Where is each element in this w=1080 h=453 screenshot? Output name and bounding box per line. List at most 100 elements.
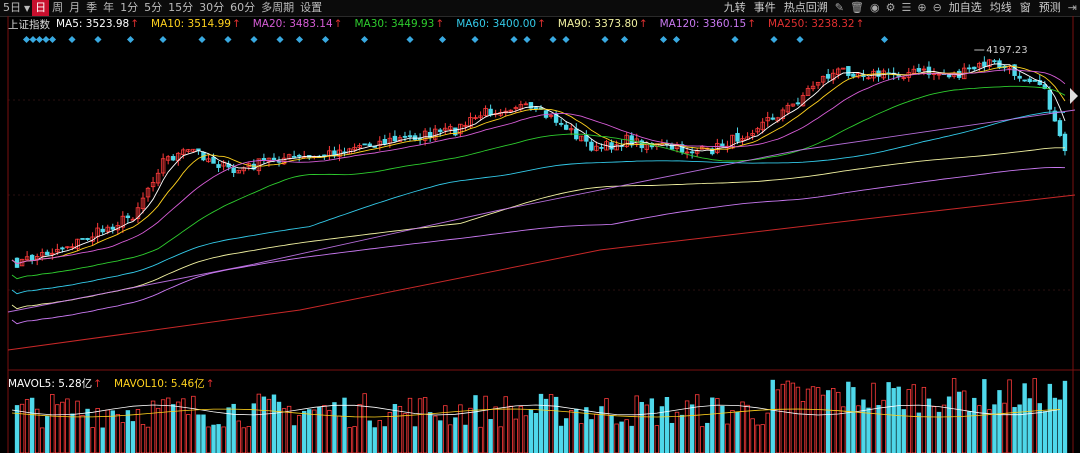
period-tab-4[interactable]: 季 [86, 1, 98, 14]
period-tab-3[interactable]: 月 [69, 1, 81, 14]
eye-icon[interactable]: ◉ [869, 1, 880, 14]
candle-body [669, 143, 675, 150]
volume-bar [70, 413, 75, 453]
expand-icon[interactable]: ⇥ [1067, 1, 1077, 14]
volume-bar [861, 399, 866, 453]
signal-marker [35, 35, 44, 44]
volume-bar [367, 420, 372, 453]
signal-marker [510, 35, 518, 44]
volume-bar [1062, 380, 1068, 453]
candle-body [820, 75, 826, 83]
period-tab-9[interactable]: 30分 [199, 1, 225, 14]
volume-bar [130, 421, 136, 453]
volume-bar [609, 415, 614, 453]
toolbar-tab-3[interactable]: 加自选 [948, 1, 982, 14]
up-arrow-icon: ↑ [638, 18, 648, 30]
volume-bar [624, 419, 629, 453]
candle-body [186, 149, 191, 152]
volume-bar [226, 407, 231, 453]
candle-body [145, 187, 151, 198]
candle-body [407, 135, 413, 138]
volume-bar [1012, 407, 1017, 453]
volume-bar [448, 424, 453, 453]
toolbar-tab-4[interactable]: 均线 [989, 1, 1012, 14]
volume-bar [337, 415, 342, 453]
period-tab-1[interactable]: 日 [32, 0, 50, 16]
ma10-line [11, 65, 1066, 265]
period-tab-11[interactable]: 多周期 [261, 1, 295, 14]
signal-marker [471, 35, 479, 44]
toolbar-tab-5[interactable]: 窗 [1019, 1, 1031, 14]
chevron-down-icon[interactable]: ▼ [24, 3, 31, 13]
candle-body [609, 142, 614, 150]
ma-legend-item-7: MA250: 3238.32↑ [768, 18, 865, 30]
volume-bar [110, 410, 115, 453]
ma-legend-items: MA5: 3523.98↑ MA10: 3514.99↑ MA20: 3483.14… [56, 18, 876, 30]
volume-bar [397, 406, 403, 453]
volume-bar [720, 405, 725, 453]
period-tab-12[interactable]: 设置 [300, 1, 323, 14]
symbol-name: 上证指数 [8, 18, 50, 31]
period-tab-8[interactable]: 15分 [168, 1, 194, 14]
period-tab-7[interactable]: 5分 [144, 1, 163, 14]
volume-bar [886, 382, 891, 453]
toolbar-tab-1[interactable]: 事件 [753, 1, 776, 14]
menu-icon[interactable]: ☰ [901, 1, 912, 14]
right-toolbar: 九转 事件 热点回溯 ✎ 🗑 ◉ ⚙ ☰ ⊕ ⊖ 加自选 均线窗预测 ⇥ [720, 0, 1080, 16]
candle-body [911, 68, 917, 74]
volume-bar [140, 424, 146, 453]
candle-body [29, 254, 35, 261]
toolbar-tab-2[interactable]: 热点回溯 [783, 1, 828, 14]
volume-bar [291, 425, 297, 453]
candle-body [750, 133, 755, 136]
candle-body [851, 73, 856, 77]
volume-bar [574, 408, 579, 453]
ma120-line [11, 167, 1066, 325]
volume-bar [1042, 411, 1048, 453]
candle-body [478, 115, 483, 119]
volume-bar [533, 412, 539, 453]
volume-bar [19, 403, 25, 453]
volume-bar [458, 404, 463, 453]
trash-icon[interactable]: 🗑 [850, 1, 864, 14]
candle-body [684, 151, 690, 154]
up-arrow-icon: ↑ [435, 18, 445, 30]
signal-marker [29, 35, 37, 44]
period-tab-2[interactable]: 周 [52, 1, 64, 14]
volume-bar [926, 398, 932, 453]
candle-body [972, 66, 977, 70]
volume-bar [997, 390, 1002, 453]
volume-bar [523, 415, 529, 453]
period-tab-10[interactable]: 60分 [230, 1, 256, 14]
toolbar-tab-6[interactable]: 预测 [1038, 1, 1061, 14]
volume-bar [150, 400, 156, 453]
candle-body [34, 255, 40, 260]
candle-body [1007, 66, 1012, 69]
up-arrow-icon: ↑ [205, 378, 215, 390]
settings-icon[interactable]: ⚙ [885, 1, 896, 14]
volume-bar [261, 396, 267, 453]
minus-icon[interactable]: ⊖ [932, 1, 942, 14]
volume-bar [820, 394, 826, 453]
candle-body [967, 67, 972, 70]
signal-marker [770, 35, 778, 44]
volume-bar [327, 409, 332, 453]
signal-marker [731, 35, 739, 44]
candle-body [866, 77, 871, 80]
plus-icon[interactable]: ⊕ [917, 1, 927, 14]
candle-body [427, 131, 433, 138]
volume-bar [825, 390, 831, 453]
candle-body [1017, 75, 1022, 79]
toolbar-tab-0[interactable]: 九转 [723, 1, 746, 14]
period-tab-0[interactable]: 5日 [3, 1, 21, 14]
candle-body [790, 103, 796, 107]
period-tab-6[interactable]: 1分 [120, 1, 139, 14]
volume-bar [831, 388, 836, 453]
period-tab-5[interactable]: 年 [103, 1, 115, 14]
pencil-icon[interactable]: ✎ [834, 1, 845, 14]
volume-bar [715, 398, 720, 453]
volume-bar [281, 408, 287, 453]
volume-bar [493, 406, 498, 453]
volume-legend: MAVOL5: 5.28亿↑ MAVOL10: 5.46亿↑ [8, 376, 227, 391]
